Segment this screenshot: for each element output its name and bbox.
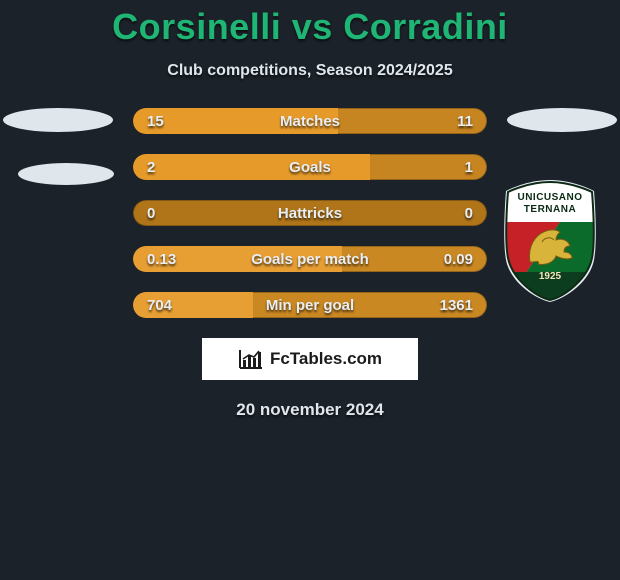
stat-label: Hattricks [133, 200, 487, 226]
subtitle: Club competitions, Season 2024/2025 [0, 62, 620, 80]
stat-label: Matches [133, 108, 487, 134]
dragon-icon [524, 222, 576, 270]
stat-label: Goals per match [133, 246, 487, 272]
stat-label: Min per goal [133, 292, 487, 318]
stats-bars: 1511Matches 21Goals 00Hattricks 0.130.09Goa… [133, 108, 487, 318]
avatar-ellipse [507, 108, 617, 132]
player-left-avatar [0, 108, 128, 185]
brand-name: FcTables.com [270, 349, 382, 369]
stat-row: 1511Matches [133, 108, 487, 134]
date-text: 20 november 2024 [0, 400, 620, 420]
badge-year: 1925 [500, 271, 600, 282]
stat-row: 0.130.09Goals per match [133, 246, 487, 272]
avatar-ellipse [18, 163, 114, 185]
stat-row: 00Hattricks [133, 200, 487, 226]
vs-text: vs [292, 6, 333, 47]
stat-row: 21Goals [133, 154, 487, 180]
stat-row: 7041361Min per goal [133, 292, 487, 318]
comparison-card: Corsinelli vs Corradini Club competition… [0, 0, 620, 580]
badge-text-bottom: TERNANA [500, 204, 600, 215]
stat-label: Goals [133, 154, 487, 180]
avatar-ellipse [3, 108, 113, 132]
barchart-icon [238, 348, 264, 370]
player-left-name: Corsinelli [112, 6, 281, 47]
badge-text-top: UNICUSANO [500, 192, 600, 203]
player-right-name: Corradini [343, 6, 508, 47]
player-right-avatar [492, 108, 620, 132]
page-title: Corsinelli vs Corradini [0, 0, 620, 48]
club-badge-ternana: UNICUSANO TERNANA 1925 [500, 178, 600, 302]
brand-box[interactable]: FcTables.com [202, 338, 418, 380]
